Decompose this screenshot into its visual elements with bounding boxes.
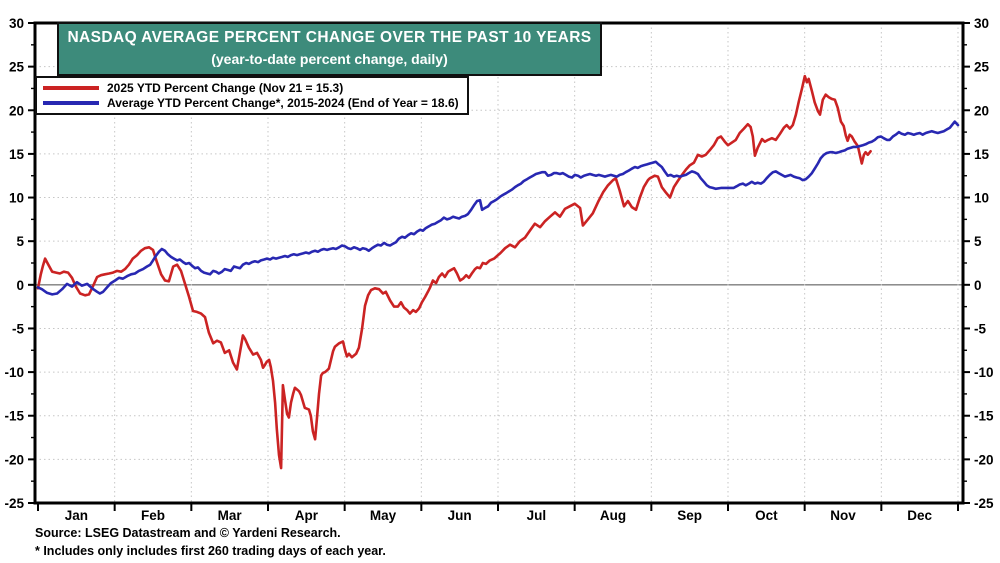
y-tick-label-right: 10	[974, 191, 989, 206]
y-tick-label-right: 0	[974, 278, 982, 293]
y-tick-label-left: -20	[4, 452, 24, 467]
x-tick-label: Feb	[141, 508, 165, 523]
y-tick-label-left: -15	[4, 409, 24, 424]
y-tick-label-right: -10	[974, 365, 994, 380]
legend-label-2025: 2025 YTD Percent Change (Nov 21 = 15.3)	[107, 80, 344, 95]
series-2025-line	[36, 74, 872, 470]
legend-item-average: Average YTD Percent Change*, 2015-2024 (…	[43, 95, 459, 110]
footnote: * Includes only includes first 260 tradi…	[35, 544, 386, 558]
y-tick-label-left: 10	[9, 191, 24, 206]
y-tick-label-left: -10	[4, 365, 24, 380]
y-tick-label-right: -20	[974, 452, 994, 467]
y-tick-label-right: 25	[974, 60, 990, 75]
y-tick-label-right: 5	[974, 234, 982, 249]
chart-title-box: NASDAQ AVERAGE PERCENT CHANGE OVER THE P…	[57, 22, 602, 76]
legend: 2025 YTD Percent Change (Nov 21 = 15.3) …	[35, 76, 469, 115]
y-tick-label-left: 25	[9, 60, 25, 75]
legend-label-average: Average YTD Percent Change*, 2015-2024 (…	[107, 95, 459, 110]
legend-item-2025: 2025 YTD Percent Change (Nov 21 = 15.3)	[43, 80, 459, 95]
footer: Source: LSEG Datastream and © Yardeni Re…	[35, 524, 386, 560]
page-subtitle: (year-to-date percent change, daily)	[211, 51, 448, 67]
y-tick-label-left: 30	[9, 16, 24, 31]
y-tick-label-right: 30	[974, 16, 989, 31]
x-tick-label: Jun	[448, 508, 472, 523]
x-tick-label: Sep	[677, 508, 702, 523]
source-note: Source: LSEG Datastream and © Yardeni Re…	[35, 526, 341, 540]
y-tick-label-left: -25	[4, 496, 24, 511]
y-tick-label-right: -15	[974, 409, 994, 424]
red-line-swatch-icon	[43, 85, 99, 90]
x-tick-label: Dec	[907, 508, 932, 523]
blue-line-swatch-icon	[43, 100, 99, 105]
y-tick-label-left: 15	[9, 147, 25, 162]
y-tick-label-left: -5	[12, 321, 24, 336]
y-tick-label-right: -25	[974, 496, 994, 511]
y-tick-label-right: 20	[974, 103, 989, 118]
series-average-line	[36, 120, 960, 296]
x-tick-label: Apr	[295, 508, 319, 523]
y-tick-label-right: -5	[974, 321, 986, 336]
x-tick-label: May	[370, 508, 397, 523]
y-tick-label-right: 15	[974, 147, 990, 162]
y-tick-label-left: 5	[16, 234, 24, 249]
x-tick-label: Jul	[527, 508, 547, 523]
x-tick-label: Nov	[830, 508, 856, 523]
x-tick-label: Oct	[755, 508, 778, 523]
y-tick-label-left: 20	[9, 103, 24, 118]
x-tick-label: Jan	[65, 508, 88, 523]
y-tick-label-left: 0	[16, 278, 24, 293]
x-tick-label: Mar	[218, 508, 243, 523]
x-tick-label: Aug	[600, 508, 626, 523]
page-title: NASDAQ AVERAGE PERCENT CHANGE OVER THE P…	[67, 29, 592, 46]
